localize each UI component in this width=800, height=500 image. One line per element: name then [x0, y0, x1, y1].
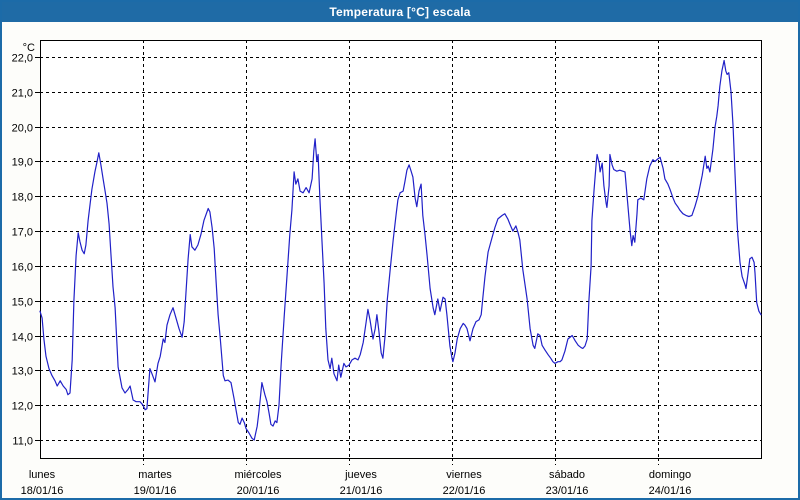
day-name-label: jueves [344, 469, 377, 481]
day-name-label: martes [138, 469, 172, 481]
svg-text:16,0: 16,0 [12, 262, 33, 274]
svg-text:14,0: 14,0 [12, 332, 33, 344]
svg-text:20,0: 20,0 [12, 123, 33, 135]
day-date-label: 18/01/16 [21, 485, 64, 497]
svg-text:18,0: 18,0 [12, 192, 33, 204]
window-title: Temperatura [°C] escala [329, 5, 471, 19]
svg-text:17,0: 17,0 [12, 227, 33, 239]
svg-text:22,0: 22,0 [12, 53, 33, 65]
y-axis-unit-label: °C [23, 42, 35, 54]
svg-text:19,0: 19,0 [12, 157, 33, 169]
plot-area [40, 40, 761, 458]
day-date-label: 22/01/16 [443, 485, 486, 497]
day-date-label: 20/01/16 [237, 485, 280, 497]
svg-text:11,0: 11,0 [12, 436, 33, 448]
svg-text:12,0: 12,0 [12, 401, 33, 413]
window-titlebar: Temperatura [°C] escala [2, 2, 798, 22]
temperature-line [39, 59, 762, 441]
plot-border [40, 40, 762, 459]
day-name-label: sábado [549, 469, 585, 481]
vertical-gridlines [143, 40, 659, 465]
day-date-label: 23/01/16 [546, 485, 589, 497]
day-name-label: lunes [29, 469, 56, 481]
svg-text:13,0: 13,0 [12, 366, 33, 378]
day-date-label: 19/01/16 [134, 485, 177, 497]
day-date-label: 21/01/16 [340, 485, 383, 497]
day-name-label: miércoles [234, 469, 282, 481]
y-axis-ticks [35, 57, 40, 441]
horizontal-gridlines [40, 57, 761, 441]
svg-text:21,0: 21,0 [12, 88, 33, 100]
svg-text:15,0: 15,0 [12, 297, 33, 309]
y-axis-labels: 11,0 12,0 13,0 14,0 15,0 16,0 17,0 18,0 19,0 20,0… [12, 53, 33, 448]
day-name-label: viernes [446, 469, 482, 481]
day-name-label: domingo [649, 469, 691, 481]
day-date-label: 24/01/16 [649, 485, 692, 497]
x-axis-labels: lunes 18/01/16 martes 19/01/16 miércoles 20/0… [21, 469, 692, 497]
